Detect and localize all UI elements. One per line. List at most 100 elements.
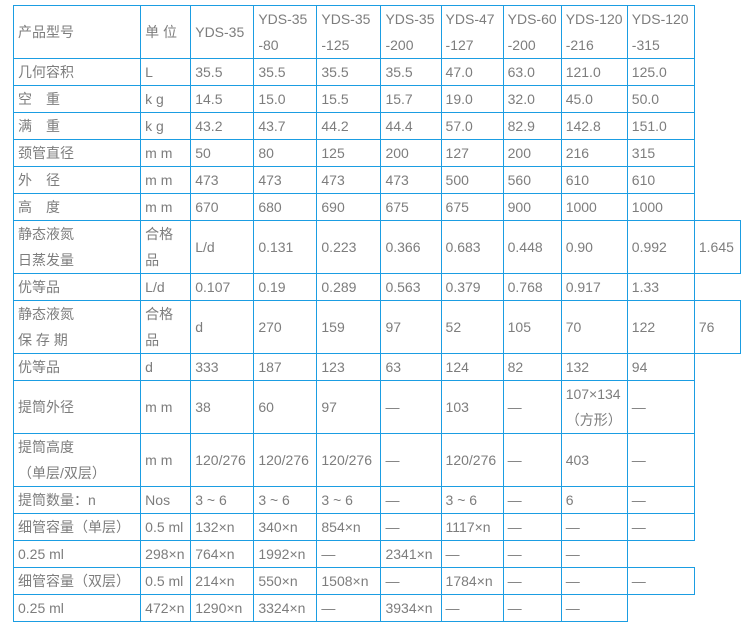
table-cell: Nos [140,486,192,514]
table-cell: — [560,567,628,595]
table-header-cell: YDS-47 -127 [440,5,504,59]
table-cell: 0.379 [440,273,504,301]
table-cell: 103 [440,380,504,434]
table-cell: 550×n [253,567,318,595]
table-row: 细管容量（双层） 0.5 ml 214×n 550×n 1508×n —1784×n — — — [12,567,741,595]
table-cell: m m [140,139,192,167]
table-cell: 200 [502,139,562,167]
table-cell: — [440,594,504,622]
table-row: 静态液氮 保 存 期合格品 d 270 159 97 52 105 70 122 76 [12,300,742,354]
table-header-cell: YDS-35 [190,5,255,59]
table-cell: 0.107 [190,273,255,301]
table-cell: — [626,567,695,595]
table-cell: L/d [140,273,192,301]
table-cell: 0.25 ml [12,540,142,568]
table-row: 0.25 ml 298×n 764×n 1992×n —2341×n — — — [12,540,741,568]
table-cell: L/d [190,220,255,274]
table-cell: 610 [560,166,628,194]
table-cell: — [502,380,562,434]
table-cell: 680 [253,193,318,221]
table-cell: 0.25 ml [12,594,142,622]
table-cell: 0.683 [440,220,504,274]
table-cell: 97 [380,300,442,354]
table-cell: 38 [190,380,255,434]
table-cell: — [502,433,562,487]
table-cell: 静态液氮 日蒸发量 [12,220,142,274]
table-cell: 127 [440,139,504,167]
table-cell: 125 [316,139,382,167]
table-cell: 97 [316,380,382,434]
table-cell: 0.768 [502,273,562,301]
table-cell: 472×n [140,594,192,622]
table-cell: 132 [560,353,628,381]
table-cell: 3 ~ 6 [440,486,504,514]
table-cell: — [316,540,382,568]
table-cell: — [560,594,628,622]
table-cell: 静态液氮 保 存 期 [12,300,142,354]
table-body: 几何容积 L 35.5 35.5 35.5 35.5 47.0 63.0 121.0 125.0 空… [12,58,742,622]
table-cell: 提筒高度 （单层/双层） [12,433,142,487]
table-cell: 15.5 [316,85,382,113]
table-cell: 0.223 [316,220,382,274]
table-cell: — [502,513,562,541]
table-cell: — [502,567,562,595]
table-cell: 764×n [190,540,255,568]
table-cell: 670 [190,193,255,221]
table-cell: 细管容量（双层） [12,567,142,595]
table-cell: — [316,594,382,622]
table-cell: 57.0 [440,112,504,140]
table-header-cell: YDS-60 -200 [502,5,562,59]
table-cell: 105 [502,300,562,354]
table-cell: 60 [253,380,318,434]
table-cell: 854×n [316,513,382,541]
table-cell: 1992×n [253,540,318,568]
table-cell: 0.90 [560,220,628,274]
table-cell: 200 [380,139,442,167]
table-cell: 43.7 [253,112,318,140]
table-cell: 675 [380,193,442,221]
table-cell: 107×134 （方形） [560,380,628,434]
table-cell: 1000 [626,193,695,221]
table-cell: 125.0 [626,58,695,86]
table-cell: 120/276 [253,433,318,487]
table-cell: 高 度 [12,193,142,221]
table-cell: — [502,486,562,514]
table-row: 优等品 L/d 0.107 0.19 0.289 0.563 0.379 0.768 0.917… [12,273,741,301]
table-cell: 满 重 [12,112,142,140]
table-header-cell: YDS-120 -216 [560,5,628,59]
table-cell: 610 [626,166,695,194]
table-cell: 121.0 [560,58,628,86]
table-cell: 0.5 ml [140,567,192,595]
table-cell: 0.448 [502,220,562,274]
table-cell: 63.0 [502,58,562,86]
table-cell: 提筒数量：n [12,486,142,514]
product-spec-table: 产品型号单 位 YDS-35 YDS-35 -80 YDS-35 -125 YDS-35… [12,5,742,622]
table-cell: 14.5 [190,85,255,113]
table-cell: 外 径 [12,166,142,194]
table-cell: 120/276 [190,433,255,487]
table-cell: 优等品 [12,353,142,381]
table-cell: 35.5 [253,58,318,86]
table-cell: 合格品 [140,300,192,354]
table-cell: 47.0 [440,58,504,86]
table-cell: 214×n [190,567,255,595]
table-cell: — [380,486,442,514]
table-cell: 315 [626,139,695,167]
table-cell: 3 ~ 6 [316,486,382,514]
table-cell: 473 [253,166,318,194]
table-cell: 43.2 [190,112,255,140]
table-row: 提筒高度 （单层/双层） m m 120/276 120/276 120/276—120… [12,433,741,487]
table-header-cell: YDS-120 -315 [626,5,695,59]
table-row: 几何容积 L 35.5 35.5 35.5 35.5 47.0 63.0 121.0 125.0 [12,58,741,86]
table-header-cell: YDS-35 -200 [380,5,442,59]
table-cell: — [380,433,442,487]
table-cell: 45.0 [560,85,628,113]
table-cell: 76 [693,300,742,354]
table-cell: 50 [190,139,255,167]
table-cell: d [190,300,255,354]
table-cell: — [626,486,695,514]
table-cell: 合格品 [140,220,192,274]
